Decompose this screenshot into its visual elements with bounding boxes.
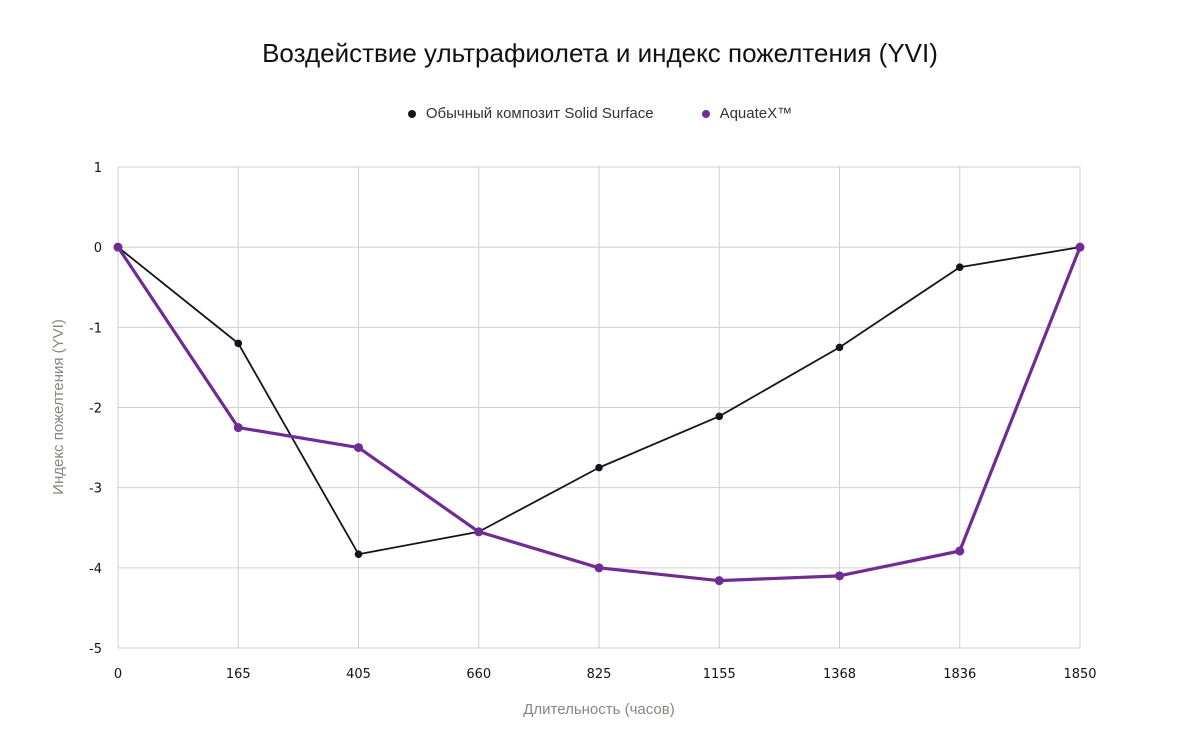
data-point-aquatex[interactable] <box>955 546 965 556</box>
legend-item-aquatex[interactable]: AquateX™ <box>701 105 793 122</box>
y-tick-label: -3 <box>89 482 102 497</box>
series <box>113 242 1085 586</box>
legend-item-standard[interactable]: Обычный композит Solid Surface <box>407 105 654 122</box>
x-tick-label: 1368 <box>823 667 856 682</box>
data-point-aquatex[interactable] <box>714 576 724 586</box>
data-point-standard[interactable] <box>234 339 243 348</box>
x-tick-label: 165 <box>226 667 251 682</box>
data-point-standard[interactable] <box>715 412 724 421</box>
data-point-aquatex[interactable] <box>113 242 123 252</box>
grid <box>117 166 1081 649</box>
x-tick-label: 1836 <box>943 667 976 682</box>
x-tick-label: 0 <box>114 667 122 682</box>
x-tick-label: 660 <box>466 667 491 682</box>
chart-title: Воздействие ультрафиолета и индекс пожел… <box>262 38 938 68</box>
x-tick-label: 1850 <box>1063 667 1096 682</box>
legend-label-standard: Обычный композит Solid Surface <box>425 105 654 122</box>
data-point-aquatex[interactable] <box>594 563 604 573</box>
y-axis-title: Индекс пожелтения (YVI) <box>50 319 67 495</box>
data-point-aquatex[interactable] <box>1075 242 1085 252</box>
data-point-standard[interactable] <box>955 263 964 272</box>
y-tick-label: -5 <box>89 642 102 657</box>
y-tick-label: -1 <box>89 321 102 336</box>
data-point-aquatex[interactable] <box>233 423 243 433</box>
data-point-standard[interactable] <box>354 550 363 559</box>
tick-labels: 1 0 -1 -2 -3 -4 -5 0 165 405 660 825 1155 1368 1836 185… <box>89 161 1097 682</box>
data-point-aquatex[interactable] <box>354 443 363 453</box>
y-tick-label: -4 <box>89 562 102 577</box>
y-tick-label: 1 <box>94 161 102 176</box>
legend-label-aquatex: AquateX™ <box>719 105 793 122</box>
data-point-standard[interactable] <box>595 463 603 472</box>
x-tick-label: 1155 <box>703 667 736 682</box>
x-axis-title: Длительность (часов) <box>523 701 675 718</box>
x-tick-label: 405 <box>346 667 371 682</box>
legend: Обычный композит Solid Surface AquateX™ <box>0 105 1200 122</box>
legend-marker-standard <box>407 109 416 118</box>
data-point-aquatex[interactable] <box>474 527 484 537</box>
series-aquatex <box>113 242 1085 586</box>
y-tick-label: 0 <box>94 241 102 256</box>
y-tick-label: -2 <box>89 402 102 417</box>
data-point-standard[interactable] <box>835 343 844 352</box>
x-tick-label: 825 <box>587 667 612 682</box>
legend-marker-aquatex <box>701 109 710 118</box>
data-point-aquatex[interactable] <box>835 571 844 581</box>
